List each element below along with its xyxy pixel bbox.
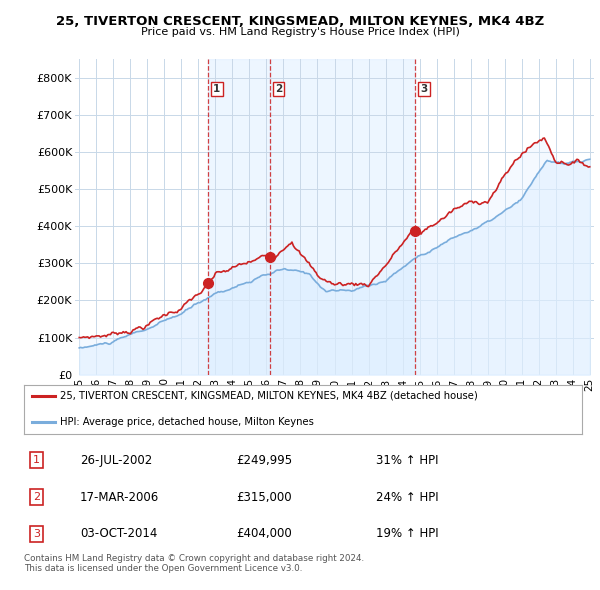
Text: Contains HM Land Registry data © Crown copyright and database right 2024.
This d: Contains HM Land Registry data © Crown c…: [24, 554, 364, 573]
Text: Price paid vs. HM Land Registry's House Price Index (HPI): Price paid vs. HM Land Registry's House …: [140, 27, 460, 37]
Text: 3: 3: [421, 84, 428, 94]
Text: 25, TIVERTON CRESCENT, KINGSMEAD, MILTON KEYNES, MK4 4BZ (detached house): 25, TIVERTON CRESCENT, KINGSMEAD, MILTON…: [60, 391, 478, 401]
Bar: [208, 59, 270, 375]
Text: 3: 3: [33, 529, 40, 539]
Text: HPI: Average price, detached house, Milton Keynes: HPI: Average price, detached house, Milt…: [60, 417, 314, 427]
Text: 24% ↑ HPI: 24% ↑ HPI: [376, 490, 438, 504]
Text: £315,000: £315,000: [236, 490, 292, 504]
Text: 1: 1: [33, 455, 40, 466]
Text: 2: 2: [33, 492, 40, 502]
Text: 19% ↑ HPI: 19% ↑ HPI: [376, 527, 438, 540]
Text: 25, TIVERTON CRESCENT, KINGSMEAD, MILTON KEYNES, MK4 4BZ: 25, TIVERTON CRESCENT, KINGSMEAD, MILTON…: [56, 15, 544, 28]
Text: £404,000: £404,000: [236, 527, 292, 540]
Text: 26-JUL-2002: 26-JUL-2002: [80, 454, 152, 467]
Bar: [270, 59, 415, 375]
Text: £249,995: £249,995: [236, 454, 292, 467]
Text: 31% ↑ HPI: 31% ↑ HPI: [376, 454, 438, 467]
Text: 17-MAR-2006: 17-MAR-2006: [80, 490, 159, 504]
Text: 1: 1: [213, 84, 220, 94]
Text: 2: 2: [275, 84, 283, 94]
Text: 03-OCT-2014: 03-OCT-2014: [80, 527, 157, 540]
